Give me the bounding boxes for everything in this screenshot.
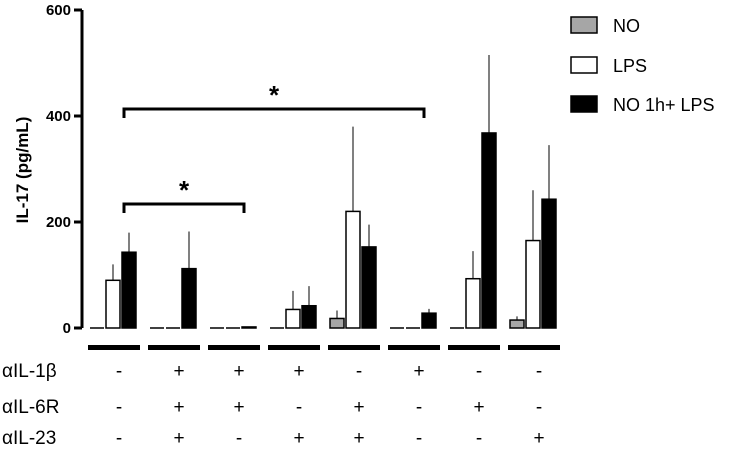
treatment-sign: - [116,361,122,382]
y-tick-label: 400 [46,108,71,125]
treatment-table: αIL-1β - + + + - + - -αIL-6R - + + - + - + -αIL-23- + - + + -… [2,361,545,449]
treatment-sign: - [116,428,122,449]
bar-no-1h-lps [121,251,137,329]
treatment-sign: + [473,397,484,418]
bar-lps [345,210,361,329]
group-baseline [388,345,440,350]
significance-star: * [179,175,190,205]
treatment-sign: + [173,397,184,418]
treatment-sign: - [116,397,122,418]
treatment-sign: + [353,428,364,449]
group-baseline [208,345,260,350]
treatment-sign: + [233,361,244,382]
treatment-row-label: αIL-6R [2,397,59,418]
bar-no [509,319,525,329]
treatment-name: IL-1β [13,361,57,382]
significance-brackets: ** [122,80,426,213]
alpha-prefix: α [2,397,13,418]
bar-no-1h-lps [481,132,497,329]
y-tick-label: 200 [46,214,71,231]
treatment-sign: + [293,361,304,382]
group-baseline [328,345,380,350]
bar-lps [525,239,541,329]
y-axis-title: IL-17 (pg/mL) [13,117,32,224]
treatment-name: IL-23 [13,428,56,449]
significance-bracket [122,202,246,213]
y-tick-label: 0 [63,320,71,337]
treatment-sign: + [233,397,244,418]
bar-lps [105,279,121,329]
treatment-sign: - [476,428,482,449]
significance-star: * [269,80,280,110]
y-axis: 0 200 400 600 [46,2,84,337]
bar-lps [285,308,301,329]
bar-no-1h-lps [241,326,257,329]
treatment-sign: + [173,428,184,449]
treatment-sign: - [416,428,422,449]
bar-no-1h-lps [361,246,377,329]
treatment-sign: + [413,361,424,382]
treatment-sign: + [173,361,184,382]
alpha-prefix: α [2,428,13,449]
group-baselines [88,345,560,350]
treatment-sign: - [296,397,302,418]
treatment-sign: - [536,361,542,382]
bar-no-1h-lps [181,267,197,329]
treatment-sign: + [293,428,304,449]
treatment-sign: - [356,361,362,382]
legend-swatch [570,56,598,74]
bars [90,55,557,329]
bar-lps [465,277,481,329]
treatment-sign: - [416,397,422,418]
legend-swatch [570,95,598,113]
treatment-sign: + [533,428,544,449]
bar-no [329,317,345,329]
group-baseline [148,345,200,350]
treatment-sign: + [353,397,364,418]
legend-label: NO 1h+ LPS [613,95,715,115]
group-baseline [448,345,500,350]
bar-no-1h-lps [541,198,557,329]
group-baseline [268,345,320,350]
significance-bracket [122,107,426,118]
treatment-sign: - [536,397,542,418]
treatment-row-label: αIL-1β [2,361,57,382]
group-baseline [508,345,560,350]
legend-label: LPS [613,56,647,76]
legend-swatch [570,16,598,34]
bar-no-1h-lps [421,312,437,329]
y-tick-label: 600 [46,2,71,19]
alpha-prefix: α [2,361,13,382]
treatment-row-label: αIL-23 [2,428,56,449]
legend-label: NO [613,16,640,36]
treatment-sign: - [476,361,482,382]
treatment-sign: - [236,428,242,449]
bar-no-1h-lps [301,304,317,329]
legend: NO LPS NO 1h+ LPS [570,16,715,115]
treatment-name: IL-6R [13,397,59,418]
group-baseline [88,345,140,350]
